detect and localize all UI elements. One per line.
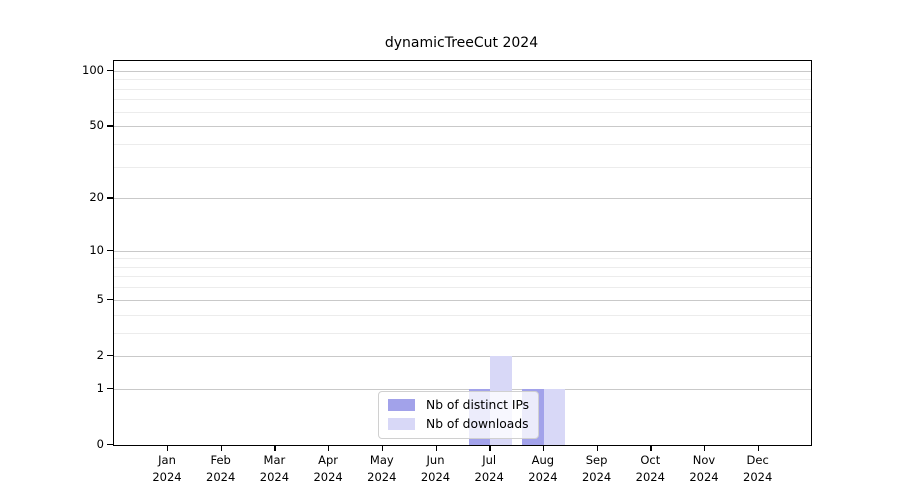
y-tick-label: 20 [89, 190, 104, 205]
x-tick-mark [757, 445, 760, 451]
x-tick-label-jan: Jan 2024 [152, 453, 182, 484]
legend-swatch-downloads [388, 418, 415, 430]
x-tick-label-oct: Oct 2024 [635, 453, 665, 484]
x-tick-mark [167, 445, 169, 451]
minor-gridline [114, 79, 811, 81]
y-tick-label: 10 [89, 242, 104, 257]
minor-gridline [114, 166, 811, 168]
chart-title: dynamicTreeCut 2024 [384, 35, 539, 51]
x-tick-label-apr: Apr 2024 [313, 453, 343, 484]
legend-label-distinct-ips: Nb of distinct IPs [426, 398, 530, 412]
y-tick-label: 100 [82, 62, 104, 77]
y-tick-mark [107, 387, 113, 390]
x-tick-label-sep: Sep 2024 [581, 453, 612, 484]
legend: Nb of distinct IPs Nb of downloads [378, 391, 540, 439]
minor-gridline [114, 143, 811, 145]
y-tick-mark [107, 125, 113, 127]
legend-swatch-distinct-ips [388, 399, 415, 411]
x-tick-mark [274, 445, 276, 451]
y-tick-mark [107, 444, 113, 446]
y-tick-label: 50 [89, 118, 104, 133]
x-tick-mark [596, 445, 598, 451]
x-tick-label-mar: Mar 2024 [259, 453, 290, 484]
minor-gridline [114, 314, 811, 316]
y-tick-mark [107, 298, 113, 301]
minor-gridline [114, 287, 811, 289]
major-gridline [114, 126, 811, 128]
y-tick-label: 2 [96, 347, 104, 362]
x-tick-mark [381, 445, 384, 451]
minor-gridline [114, 99, 811, 101]
x-tick-label-may: May 2024 [367, 453, 397, 484]
minor-gridline [114, 258, 811, 260]
legend-item-downloads: Nb of downloads [388, 417, 529, 431]
y-tick-label: 5 [96, 291, 104, 306]
minor-gridline [114, 276, 811, 278]
y-tick-label: 1 [96, 380, 104, 395]
major-gridline [114, 299, 811, 301]
minor-gridline [114, 332, 811, 334]
x-tick-label-jul: Jul 2024 [474, 453, 504, 484]
x-tick-mark [328, 445, 330, 451]
x-tick-label-nov: Nov 2024 [689, 453, 719, 484]
major-gridline [114, 388, 811, 390]
x-tick-label-feb: Feb 2024 [206, 453, 236, 484]
legend-label-downloads: Nb of downloads [426, 417, 529, 431]
x-tick-mark [704, 445, 706, 451]
y-tick-mark [107, 197, 113, 199]
x-tick-mark [435, 445, 437, 451]
x-tick-mark [542, 445, 545, 451]
minor-gridline [114, 266, 811, 268]
bar-downloads-aug [543, 388, 566, 445]
x-tick-mark [220, 445, 223, 451]
x-tick-mark [489, 445, 491, 451]
legend-item-distinct-ips: Nb of distinct IPs [388, 398, 529, 412]
x-tick-label-aug: Aug 2024 [528, 453, 558, 484]
x-tick-label-dec: Dec 2024 [743, 453, 773, 484]
minor-gridline [114, 88, 811, 90]
plot-area [113, 60, 812, 446]
y-tick-mark [107, 354, 113, 357]
y-tick-mark [107, 69, 113, 72]
major-gridline [114, 198, 811, 200]
x-tick-label-jun: Jun 2024 [420, 453, 451, 484]
major-gridline [114, 355, 811, 357]
y-tick-label: 0 [96, 437, 104, 451]
major-gridline [114, 250, 811, 252]
y-tick-mark [107, 249, 113, 251]
x-tick-mark [650, 445, 652, 451]
major-gridline [114, 70, 811, 72]
minor-gridline [114, 111, 811, 113]
